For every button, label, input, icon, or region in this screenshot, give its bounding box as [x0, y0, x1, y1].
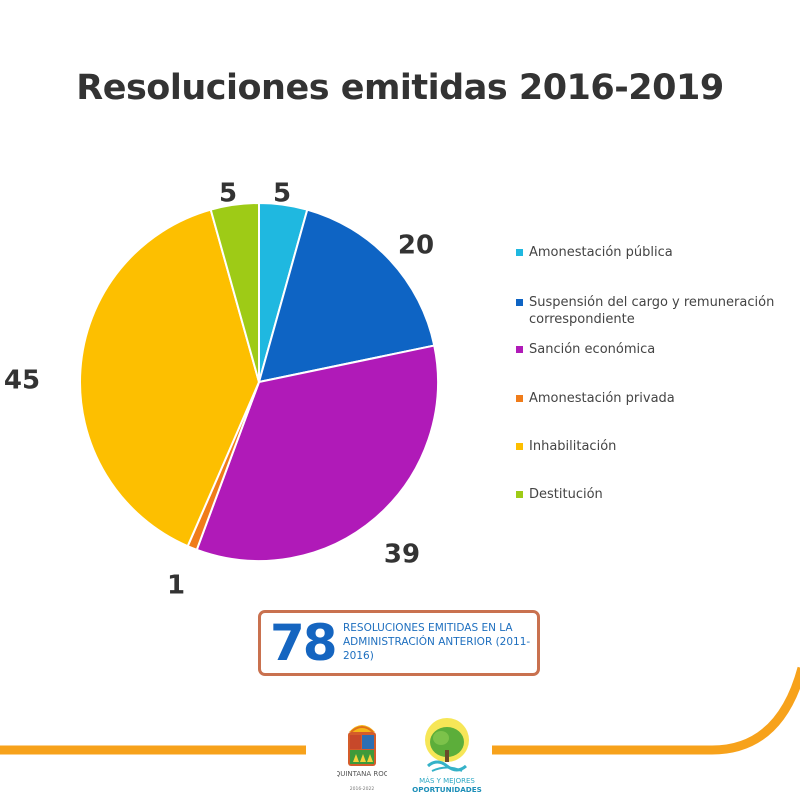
legend-swatch-icon [516, 299, 523, 306]
legend-label: Inhabilitación [529, 439, 617, 454]
data-label-2: 20 [398, 231, 434, 261]
data-label-6: 5 [219, 179, 237, 209]
pie-slice-3 [195, 344, 439, 562]
data-label-3: 39 [384, 540, 420, 570]
mas-y-mejores-logo: MÁS Y MEJORES OPORTUNIDADES [412, 716, 482, 796]
summary-number: 78 [270, 614, 338, 672]
legend-label: Suspensión del cargo y remuneración corr… [529, 295, 775, 327]
logo-left-years: 2016-2022 [350, 786, 375, 792]
logo-right-line2: OPORTUNIDADES [412, 785, 482, 794]
legend-swatch-icon [516, 395, 523, 402]
data-label-1: 5 [273, 179, 291, 209]
legend-item: Sanción económica [516, 341, 789, 358]
legend-item: Inhabilitación [516, 438, 789, 455]
legend-swatch-icon [516, 491, 523, 498]
legend-item: Suspensión del cargo y remuneración corr… [516, 294, 789, 328]
logo-right-line1: MÁS Y MEJORES [419, 776, 475, 785]
legend-label: Destitución [529, 487, 603, 502]
legend-swatch-icon [516, 346, 523, 353]
summary-box: 78 RESOLUCIONES EMITIDAS EN LA ADMINISTR… [258, 610, 540, 676]
logo-left-text: QUINTANA ROO [337, 770, 387, 778]
summary-text: RESOLUCIONES EMITIDAS EN LA ADMINISTRACI… [343, 622, 531, 662]
tree-icon: MÁS Y MEJORES OPORTUNIDADES [412, 718, 482, 794]
legend-label: Sanción económica [529, 342, 656, 357]
data-label-5: 45 [4, 366, 40, 396]
legend-label: Amonestación privada [529, 391, 675, 406]
footer-line-right [492, 666, 800, 755]
legend-item: Destitución [516, 486, 789, 503]
pie-slice-2 [257, 208, 436, 384]
chart-title: Resoluciones emitidas 2016-2019 [76, 68, 724, 108]
legend-item: Amonestación pública [516, 244, 789, 261]
legend-label: Amonestación pública [529, 245, 673, 260]
legend-swatch-icon [516, 249, 523, 256]
pie-slice-5 [79, 208, 261, 548]
pie-slice-6 [209, 201, 260, 383]
legend-item: Amonestación privada [516, 390, 789, 407]
data-label-4: 1 [167, 571, 185, 601]
coat-of-arms-icon: QUINTANA ROO 2016-2022 [335, 725, 390, 792]
quintana-roo-logo: QUINTANA ROO 2016-2022 [335, 718, 390, 794]
legend-swatch-icon [516, 443, 523, 450]
